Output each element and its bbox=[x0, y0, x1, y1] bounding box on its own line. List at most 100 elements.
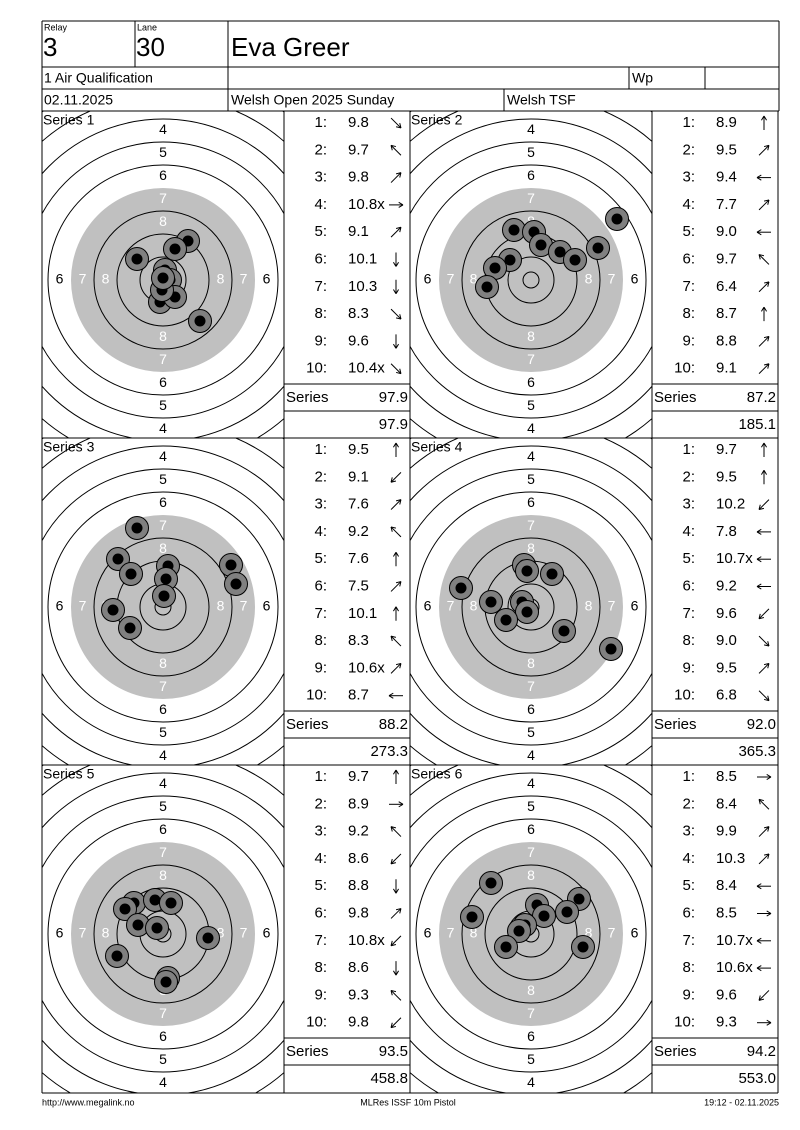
cumulative-total: 185.1 bbox=[738, 416, 776, 433]
ring-label: 7 bbox=[240, 271, 248, 287]
shot-score: 9.8 bbox=[348, 114, 369, 131]
shot-number: 9: bbox=[314, 332, 327, 349]
direction-arrow-head bbox=[756, 967, 762, 972]
direction-arrow-head bbox=[758, 998, 765, 1001]
shot-core bbox=[521, 606, 533, 618]
ring-label: 5 bbox=[527, 397, 535, 413]
shot-core bbox=[561, 906, 573, 918]
ring-label: 7 bbox=[79, 598, 87, 614]
ring bbox=[484, 887, 578, 981]
direction-arrow bbox=[390, 581, 402, 592]
ring-label: 5 bbox=[159, 144, 167, 160]
ring-label: 5 bbox=[527, 724, 535, 740]
direction-arrow-head bbox=[390, 526, 397, 529]
shot-number: 6: bbox=[314, 577, 327, 594]
direction-arrow-head bbox=[766, 1022, 772, 1026]
shot-number: 7: bbox=[682, 278, 695, 295]
cumulative-total: 365.3 bbox=[738, 743, 776, 760]
series-total-label: Series bbox=[654, 716, 697, 733]
shot-core bbox=[131, 522, 143, 534]
shot-number: 5: bbox=[314, 877, 327, 894]
direction-arrow-head bbox=[399, 122, 402, 129]
ring-label: 4 bbox=[527, 121, 535, 137]
shot-score: 8.4 bbox=[716, 877, 737, 894]
event: 1 Air Qualification bbox=[44, 70, 153, 86]
shot-number: 7: bbox=[314, 278, 327, 295]
shot-core bbox=[466, 911, 478, 923]
shot-score: 9.0 bbox=[716, 632, 737, 649]
ring-label: 8 bbox=[470, 925, 478, 941]
shot-core bbox=[521, 565, 533, 577]
direction-arrow-head bbox=[390, 144, 397, 148]
ring-label: 6 bbox=[527, 821, 535, 837]
ring-label: 6 bbox=[527, 494, 535, 510]
shot-score: 8.6 bbox=[348, 850, 369, 867]
direction-arrow-head bbox=[756, 965, 762, 969]
direction-arrow-head bbox=[392, 551, 397, 557]
ring bbox=[410, 141, 652, 419]
ring-label: 6 bbox=[263, 271, 271, 287]
ring bbox=[410, 118, 652, 438]
shot-core bbox=[592, 242, 604, 254]
shot-score: 9.2 bbox=[716, 577, 737, 594]
ring-label: 6 bbox=[56, 598, 64, 614]
shot-score: 6.8 bbox=[716, 687, 737, 704]
direction-arrow-head bbox=[767, 695, 770, 701]
wp-label: Wp bbox=[632, 70, 653, 86]
direction-arrow bbox=[390, 308, 402, 320]
shot-core bbox=[605, 643, 617, 655]
competition: Welsh Open 2025 Sunday bbox=[231, 92, 394, 108]
ring-label: 7 bbox=[159, 351, 167, 367]
target: 44445555666677778888Series 3 bbox=[42, 438, 284, 765]
shot-core bbox=[489, 262, 501, 274]
ring-label: 8 bbox=[217, 925, 225, 941]
shot-score: 9.2 bbox=[348, 523, 369, 540]
direction-arrow-head bbox=[767, 145, 770, 151]
direction-arrow-head bbox=[756, 586, 762, 590]
ring-label: 7 bbox=[527, 517, 535, 533]
direction-arrow-head bbox=[395, 888, 400, 894]
direction-arrow bbox=[390, 908, 402, 919]
direction-arrow-head bbox=[758, 254, 765, 257]
ring-label: 6 bbox=[263, 598, 271, 614]
ring-label: 8 bbox=[102, 271, 110, 287]
shot-number: 10: bbox=[674, 687, 695, 704]
direction-arrow-head bbox=[756, 885, 762, 890]
shot-core bbox=[202, 932, 214, 944]
ring-label: 4 bbox=[159, 121, 167, 137]
ring-label: 5 bbox=[159, 397, 167, 413]
ring-label: 7 bbox=[527, 1005, 535, 1021]
club: Welsh TSF bbox=[507, 92, 576, 108]
series-title: Series 2 bbox=[411, 112, 463, 128]
shot-score: 7.8 bbox=[716, 523, 737, 540]
shot-score: 8.9 bbox=[348, 795, 369, 812]
direction-arrow-head bbox=[395, 581, 402, 584]
ring bbox=[93, 864, 233, 1004]
shot-number: 10: bbox=[306, 360, 327, 377]
series-total: 92.0 bbox=[747, 716, 776, 733]
direction-arrow-head bbox=[390, 944, 397, 947]
ring-label: 8 bbox=[159, 655, 167, 671]
direction-arrow-head bbox=[763, 644, 770, 647]
shot-core bbox=[158, 590, 170, 602]
direction-arrow-head bbox=[758, 799, 761, 805]
ring-label: 6 bbox=[159, 701, 167, 717]
shot-score: 10.1 bbox=[348, 250, 377, 267]
shot-core bbox=[558, 625, 570, 637]
direction-arrow-head bbox=[390, 480, 397, 483]
shot-number: 4: bbox=[682, 196, 695, 213]
direction-arrow bbox=[390, 853, 402, 865]
series-total: 97.9 bbox=[379, 389, 408, 406]
shot-number: 2: bbox=[314, 141, 327, 158]
ring bbox=[410, 795, 652, 1073]
direction-arrow-head bbox=[763, 115, 768, 121]
direction-arrow-head bbox=[395, 442, 400, 448]
direction-arrow bbox=[758, 826, 770, 837]
shot-score: 9.3 bbox=[716, 1014, 737, 1031]
relay: 3 bbox=[43, 32, 57, 62]
shot-score: 9.7 bbox=[348, 141, 369, 158]
cumulative-total: 458.8 bbox=[370, 1070, 408, 1087]
shot-score: 7.7 bbox=[716, 196, 737, 213]
direction-arrow-head bbox=[390, 636, 393, 642]
shot-score: 9.2 bbox=[348, 823, 369, 840]
